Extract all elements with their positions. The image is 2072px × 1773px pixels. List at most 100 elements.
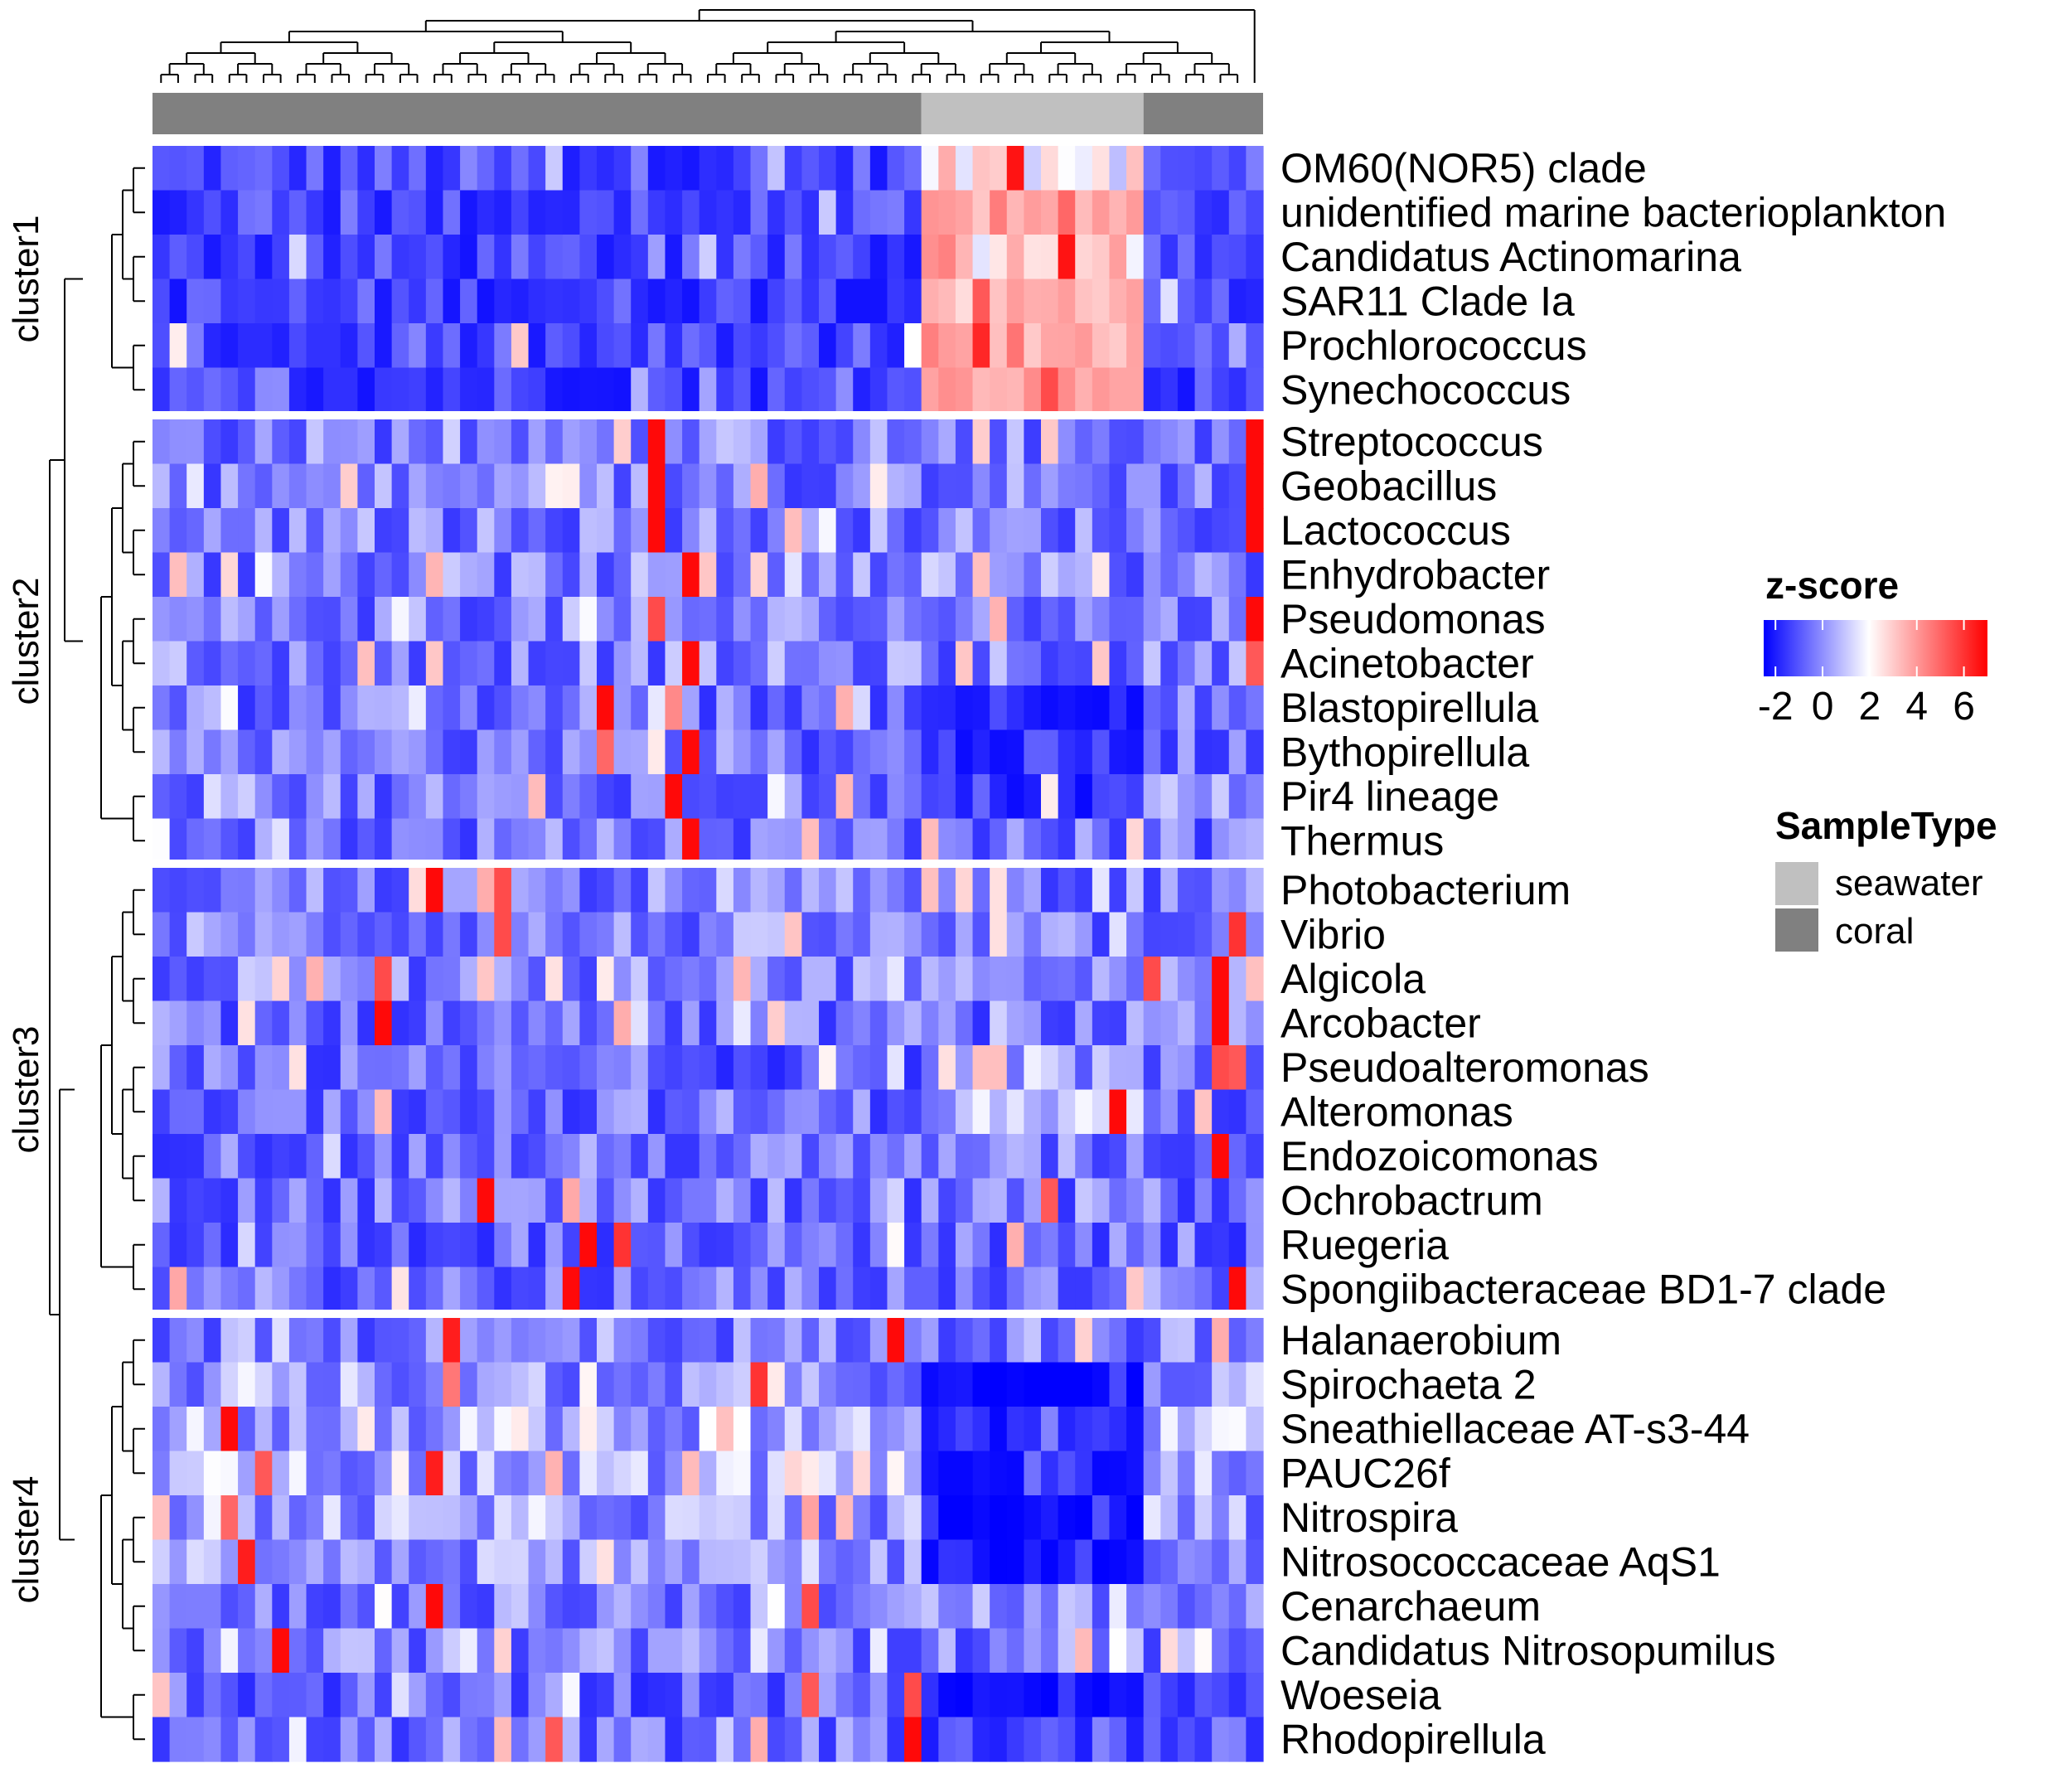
heatmap-cell (990, 912, 1008, 957)
heatmap-cell (597, 279, 615, 324)
heatmap-cell (272, 1178, 290, 1223)
heatmap-cell (955, 818, 974, 864)
heatmap-cell (391, 1584, 409, 1630)
heatmap-cell (1160, 508, 1179, 554)
heatmap-cell (887, 1407, 905, 1452)
heatmap-cell (1058, 1539, 1076, 1585)
heatmap-cell (220, 1539, 239, 1585)
heatmap-cell (1041, 1134, 1059, 1180)
heatmap-cell (1143, 1000, 1161, 1046)
heatmap-cell (682, 1717, 700, 1762)
heatmap-cell (1006, 957, 1024, 1002)
heatmap-cell (511, 552, 530, 598)
heatmap-cell (631, 1267, 649, 1312)
heatmap-cell (972, 1223, 990, 1268)
heatmap-cell (460, 1407, 478, 1452)
heatmap-cell (579, 279, 598, 324)
heatmap-cell (869, 552, 888, 598)
heatmap-cell (887, 1178, 905, 1223)
heatmap-cell (477, 1089, 495, 1135)
zscore-legend: z-score -2 0 2 4 6 (1758, 564, 1987, 729)
heatmap-cell (835, 868, 854, 913)
heatmap-cell (955, 367, 974, 413)
heatmap-cell (545, 1584, 564, 1630)
heatmap-cell (613, 1495, 632, 1541)
heatmap-cell (562, 729, 580, 775)
heatmap-cell (853, 1495, 871, 1541)
heatmap-cell (853, 323, 871, 369)
heatmap-cell (1212, 1318, 1230, 1364)
heatmap-cell (494, 1134, 512, 1180)
heatmap-cell (1041, 685, 1059, 731)
heatmap-cell (545, 1134, 564, 1180)
heatmap-cell (1212, 1673, 1230, 1718)
heatmap-cell (203, 1407, 222, 1452)
heatmap-cell (1177, 1267, 1196, 1312)
heatmap-cell (375, 1223, 393, 1268)
heatmap-cell (375, 957, 393, 1002)
heatmap-cell (443, 1000, 461, 1046)
heatmap-cell (665, 235, 683, 280)
heatmap-cell (203, 912, 222, 957)
heatmap-cell (443, 463, 461, 509)
heatmap-cell (545, 774, 564, 820)
heatmap-cell (306, 279, 324, 324)
heatmap-cell (375, 641, 393, 686)
heatmap-cell (460, 1717, 478, 1762)
heatmap-cell (990, 774, 1008, 820)
heatmap-cell (887, 508, 905, 554)
heatmap-cell (1143, 1451, 1161, 1496)
heatmap-cell (1041, 641, 1059, 686)
heatmap-cell (1006, 868, 1024, 913)
heatmap-cell (647, 235, 666, 280)
heatmap-cell (1228, 774, 1247, 820)
heatmap-cell (1092, 552, 1111, 598)
heatmap-cell (425, 868, 444, 913)
heatmap-cell (972, 508, 990, 554)
heatmap-cell (357, 1267, 375, 1312)
heatmap-cell (409, 1045, 427, 1091)
heatmap-cell (750, 1045, 768, 1091)
heatmap-cell (340, 146, 358, 191)
heatmap-cell (1246, 323, 1264, 369)
heatmap-cell (1160, 235, 1179, 280)
heatmap-cell (784, 1362, 802, 1407)
heatmap-cell (887, 1539, 905, 1585)
heatmap-cell (647, 508, 666, 554)
heatmap-cell (288, 1318, 307, 1364)
heatmap-cell (597, 367, 615, 413)
heatmap-cell (1160, 1089, 1179, 1135)
heatmap-cell (750, 729, 768, 775)
heatmap-cell (186, 419, 205, 465)
heatmap-cell (425, 1267, 444, 1312)
heatmap-cell (613, 463, 632, 509)
heatmap-cell (306, 641, 324, 686)
heatmap-cell (169, 1628, 187, 1674)
heatmap-cell (254, 641, 273, 686)
heatmap-cell (1024, 146, 1042, 191)
heatmap-cell (1024, 1628, 1042, 1674)
heatmap-cell (733, 685, 752, 731)
heatmap-cell (853, 957, 871, 1002)
heatmap-cell (169, 552, 187, 598)
heatmap-cell (784, 1000, 802, 1046)
heatmap-cell (375, 1089, 393, 1135)
heatmap-cell (1109, 323, 1127, 369)
heatmap-cell (152, 868, 171, 913)
heatmap-cell (169, 774, 187, 820)
heatmap-cell (1160, 463, 1179, 509)
heatmap-cell (972, 912, 990, 957)
heatmap-cell (357, 1045, 375, 1091)
heatmap-cell (254, 1223, 273, 1268)
heatmap-cell (1212, 1362, 1230, 1407)
heatmap-cell (801, 1045, 820, 1091)
heatmap-cell (238, 818, 256, 864)
heatmap-cell (716, 235, 734, 280)
heatmap-cell (887, 419, 905, 465)
heatmap-cell (699, 235, 717, 280)
heatmap-cell (801, 367, 820, 413)
heatmap-cell (511, 774, 530, 820)
heatmap-cell (921, 1717, 939, 1762)
heatmap-cell (1160, 957, 1179, 1002)
heatmap-cell (545, 235, 564, 280)
